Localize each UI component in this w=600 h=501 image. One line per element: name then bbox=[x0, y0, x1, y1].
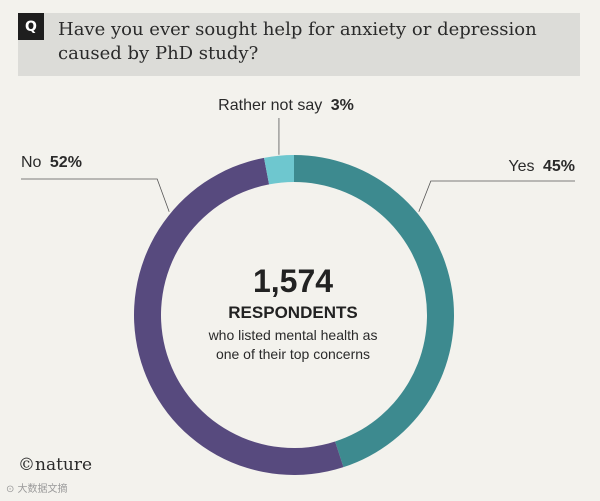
watermark: ⊙ 大数据文摘 bbox=[6, 484, 68, 495]
leader-no bbox=[21, 178, 170, 212]
donut-slices bbox=[133, 155, 454, 475]
label-no: No 52% bbox=[21, 154, 82, 171]
center-caption-line2: one of their top concerns bbox=[216, 346, 370, 362]
label-yes-pct: 45% bbox=[543, 158, 575, 175]
leader-lines bbox=[21, 118, 575, 212]
label-yes: Yes 45% bbox=[508, 158, 575, 175]
label-rns-name: Rather not say bbox=[218, 97, 322, 114]
question-banner bbox=[18, 13, 580, 76]
label-rns-pct: 3% bbox=[331, 97, 354, 114]
label-no-pct: 52% bbox=[50, 154, 82, 171]
nature-logo: ©nature bbox=[18, 455, 93, 475]
slice-yes bbox=[294, 155, 454, 468]
label-rather-not-say: Rather not say 3% bbox=[218, 97, 354, 114]
center-caption-line1: who listed mental health as bbox=[208, 327, 378, 343]
question-text: Have you ever sought help for anxiety or… bbox=[58, 19, 537, 64]
respondents-label: RESPONDENTS bbox=[228, 303, 357, 322]
slice-no bbox=[133, 157, 344, 475]
respondent-count: 1,574 bbox=[253, 263, 333, 299]
slice-rather-not-say bbox=[264, 155, 294, 185]
label-yes-name: Yes bbox=[508, 158, 534, 175]
question-badge: Q bbox=[18, 13, 44, 40]
label-no-name: No bbox=[21, 154, 42, 171]
leader-yes bbox=[418, 180, 575, 212]
